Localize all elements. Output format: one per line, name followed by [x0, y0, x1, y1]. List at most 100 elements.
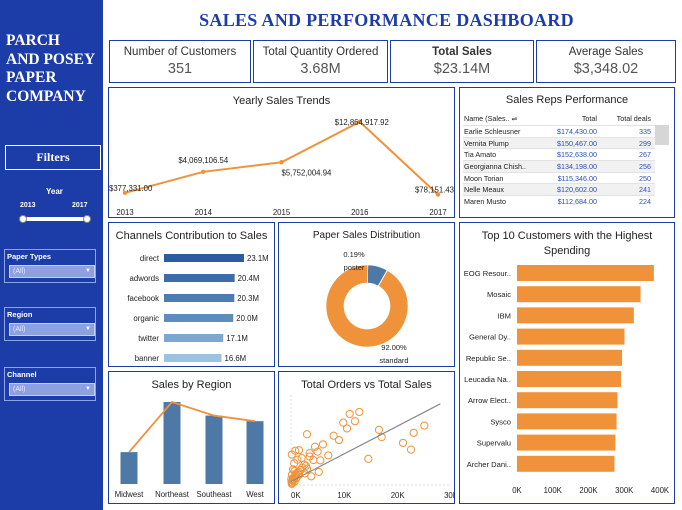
channel-category-label: direct: [140, 254, 160, 263]
top-customer-bar: [517, 413, 617, 430]
yearly-sales-data-label: $377,331.00: [109, 184, 153, 193]
yearly-sales-x-tick: 2016: [351, 208, 368, 217]
table-row[interactable]: Tia Amato $152,638.00 267: [463, 148, 655, 160]
kpi-label: Total Quantity Ordered: [262, 46, 379, 58]
channel-category-label: organic: [133, 314, 159, 323]
yearly-sales-data-label: $12,864,917.92: [335, 118, 389, 127]
company-line: PARCH: [6, 32, 60, 49]
paper-types-filter: Paper Types (All) ▼: [4, 249, 96, 283]
top-customer-bar: [517, 286, 641, 303]
yearly-sales-data-label: $5,752,004.94: [282, 168, 333, 177]
yearly-sales-line: [124, 120, 439, 196]
region-bar: [205, 415, 223, 484]
region-x-tick: Southeast: [196, 490, 232, 499]
top-customer-bar: [517, 434, 616, 451]
scatter-point: [318, 440, 328, 449]
year-slider-track[interactable]: [22, 217, 88, 221]
region-title: Sales by Region: [151, 379, 232, 391]
paper-slice: [325, 264, 409, 348]
rep-total: $152,638.00: [557, 150, 597, 160]
yearly-sales-point: [122, 190, 128, 196]
yearly-sales-x-tick: 2013: [116, 208, 133, 217]
scatter-point: [406, 445, 416, 454]
reps-table-scrollbar[interactable]: [655, 125, 669, 145]
top-customer-label: Sysco: [490, 417, 511, 426]
scatter-point: [293, 455, 302, 464]
channel-value-label: 17.1M: [226, 334, 248, 343]
column-header-total[interactable]: Total: [581, 114, 597, 123]
year-slider-min-handle[interactable]: [19, 215, 27, 223]
column-header-deals[interactable]: Total deals: [616, 114, 651, 123]
top-customer-label: Leucadia Na..: [464, 375, 511, 384]
paper-slice-name-label: standard: [379, 356, 408, 365]
paper-types-filter-label: Paper Types: [7, 252, 52, 261]
region-select[interactable]: (All) ▼: [9, 323, 95, 336]
scatter-point: [297, 453, 306, 463]
table-row[interactable]: Earlie Schleusner $174,430.00 335: [463, 125, 655, 137]
rep-name: Maren Musto: [464, 196, 506, 206]
sort-icon[interactable]: ⇌: [511, 114, 518, 123]
rep-name: Nelle Meaux: [464, 185, 504, 195]
scatter-point: [313, 447, 322, 456]
scatter-point: [329, 431, 338, 440]
channel-filter: Channel (All) ▼: [4, 367, 96, 401]
kpi-total-sales: Total Sales $23.14M: [390, 40, 534, 83]
channel-value-label: 20.0M: [236, 314, 258, 323]
channel-bar: [164, 274, 235, 282]
channel-filter-label: Channel: [7, 370, 37, 379]
yearly-sales-x-tick: 2017: [429, 208, 446, 217]
table-row[interactable]: Georgianna Chish.. $134,198.00 256: [463, 160, 655, 172]
channels-panel: Channels Contribution to Sales: [108, 222, 275, 367]
yearly-sales-point: [435, 192, 441, 197]
reps-title: Sales Reps Performance: [505, 94, 629, 106]
year-slider-max-handle[interactable]: [83, 215, 91, 223]
rep-name: Georgianna Chish..: [464, 161, 526, 171]
channel-value-label: 16.6M: [224, 354, 246, 363]
top-customer-bar: [517, 349, 623, 366]
channel-select[interactable]: (All) ▼: [9, 383, 95, 396]
top-customer-bar: [517, 328, 625, 345]
column-header-name-text: Name (Sales..: [464, 114, 510, 123]
scatter-point: [291, 446, 300, 455]
paper-title: Paper Sales Distribution: [312, 230, 421, 241]
channel-category-label: facebook: [127, 294, 159, 303]
region-trend-line: [128, 400, 256, 453]
top-customer-bar: [517, 307, 634, 324]
channel-category-label: adwords: [130, 274, 160, 283]
channel-bar: [164, 314, 234, 322]
region-select-value: (All): [13, 326, 26, 333]
column-header-name[interactable]: Name (Sales.. ⇌: [463, 114, 541, 123]
scatter-x-tick: 10K: [337, 491, 352, 500]
channels-title: Channels Contribution to Sales: [115, 230, 268, 242]
channel-value-label: 23.1M: [247, 254, 269, 263]
table-row[interactable]: Maren Musto $112,684.00 224: [463, 195, 655, 207]
dashboard-title: SALES AND PERFORMANCE DASHBOARD: [199, 10, 574, 30]
region-bar: [246, 421, 264, 484]
rep-deals: 256: [639, 161, 651, 171]
table-row[interactable]: Vernita Plump $150,467.00 299: [463, 136, 655, 149]
channel-value-label: 20.3M: [237, 294, 259, 303]
top-customer-label: Arrow Elect..: [468, 396, 511, 405]
kpi-customers: Number of Customers 351: [109, 40, 251, 83]
scatter-point: [289, 465, 298, 474]
top-customer-bar: [517, 371, 622, 387]
table-row[interactable]: Moon Torian $115,346.00 250: [463, 171, 655, 184]
rep-total: $115,346.00: [557, 173, 597, 183]
paper-types-select[interactable]: (All) ▼: [9, 265, 95, 278]
year-filter-label: Year: [46, 187, 63, 196]
channel-bar: [164, 334, 224, 342]
rep-deals: 335: [639, 126, 651, 136]
top-customer-bar: [517, 392, 618, 409]
channel-select-value: (All): [13, 386, 26, 393]
scatter-point: [287, 479, 296, 488]
paper-chart: 0.19% poster 92.00% standard: [325, 250, 409, 365]
filters-button[interactable]: Filters: [5, 145, 101, 170]
channels-chart: direct 23.1M adwords 20.4M facebook 20.3M orga…: [127, 254, 269, 363]
yearly-sales-chart: $377,331.00 $4,069,106.54 $5,752,004.94 $12…: [109, 118, 454, 217]
table-row[interactable]: Nelle Meaux $120,602.00 241: [463, 183, 655, 196]
rep-total: $150,467.00: [557, 138, 597, 148]
reps-table: Name (Sales.. ⇌ Total Total deals Earlie…: [463, 112, 655, 207]
channel-value-label: 20.4M: [238, 274, 260, 283]
year-max-label: 2017: [72, 202, 88, 209]
yearly-sales-point: [279, 160, 284, 165]
